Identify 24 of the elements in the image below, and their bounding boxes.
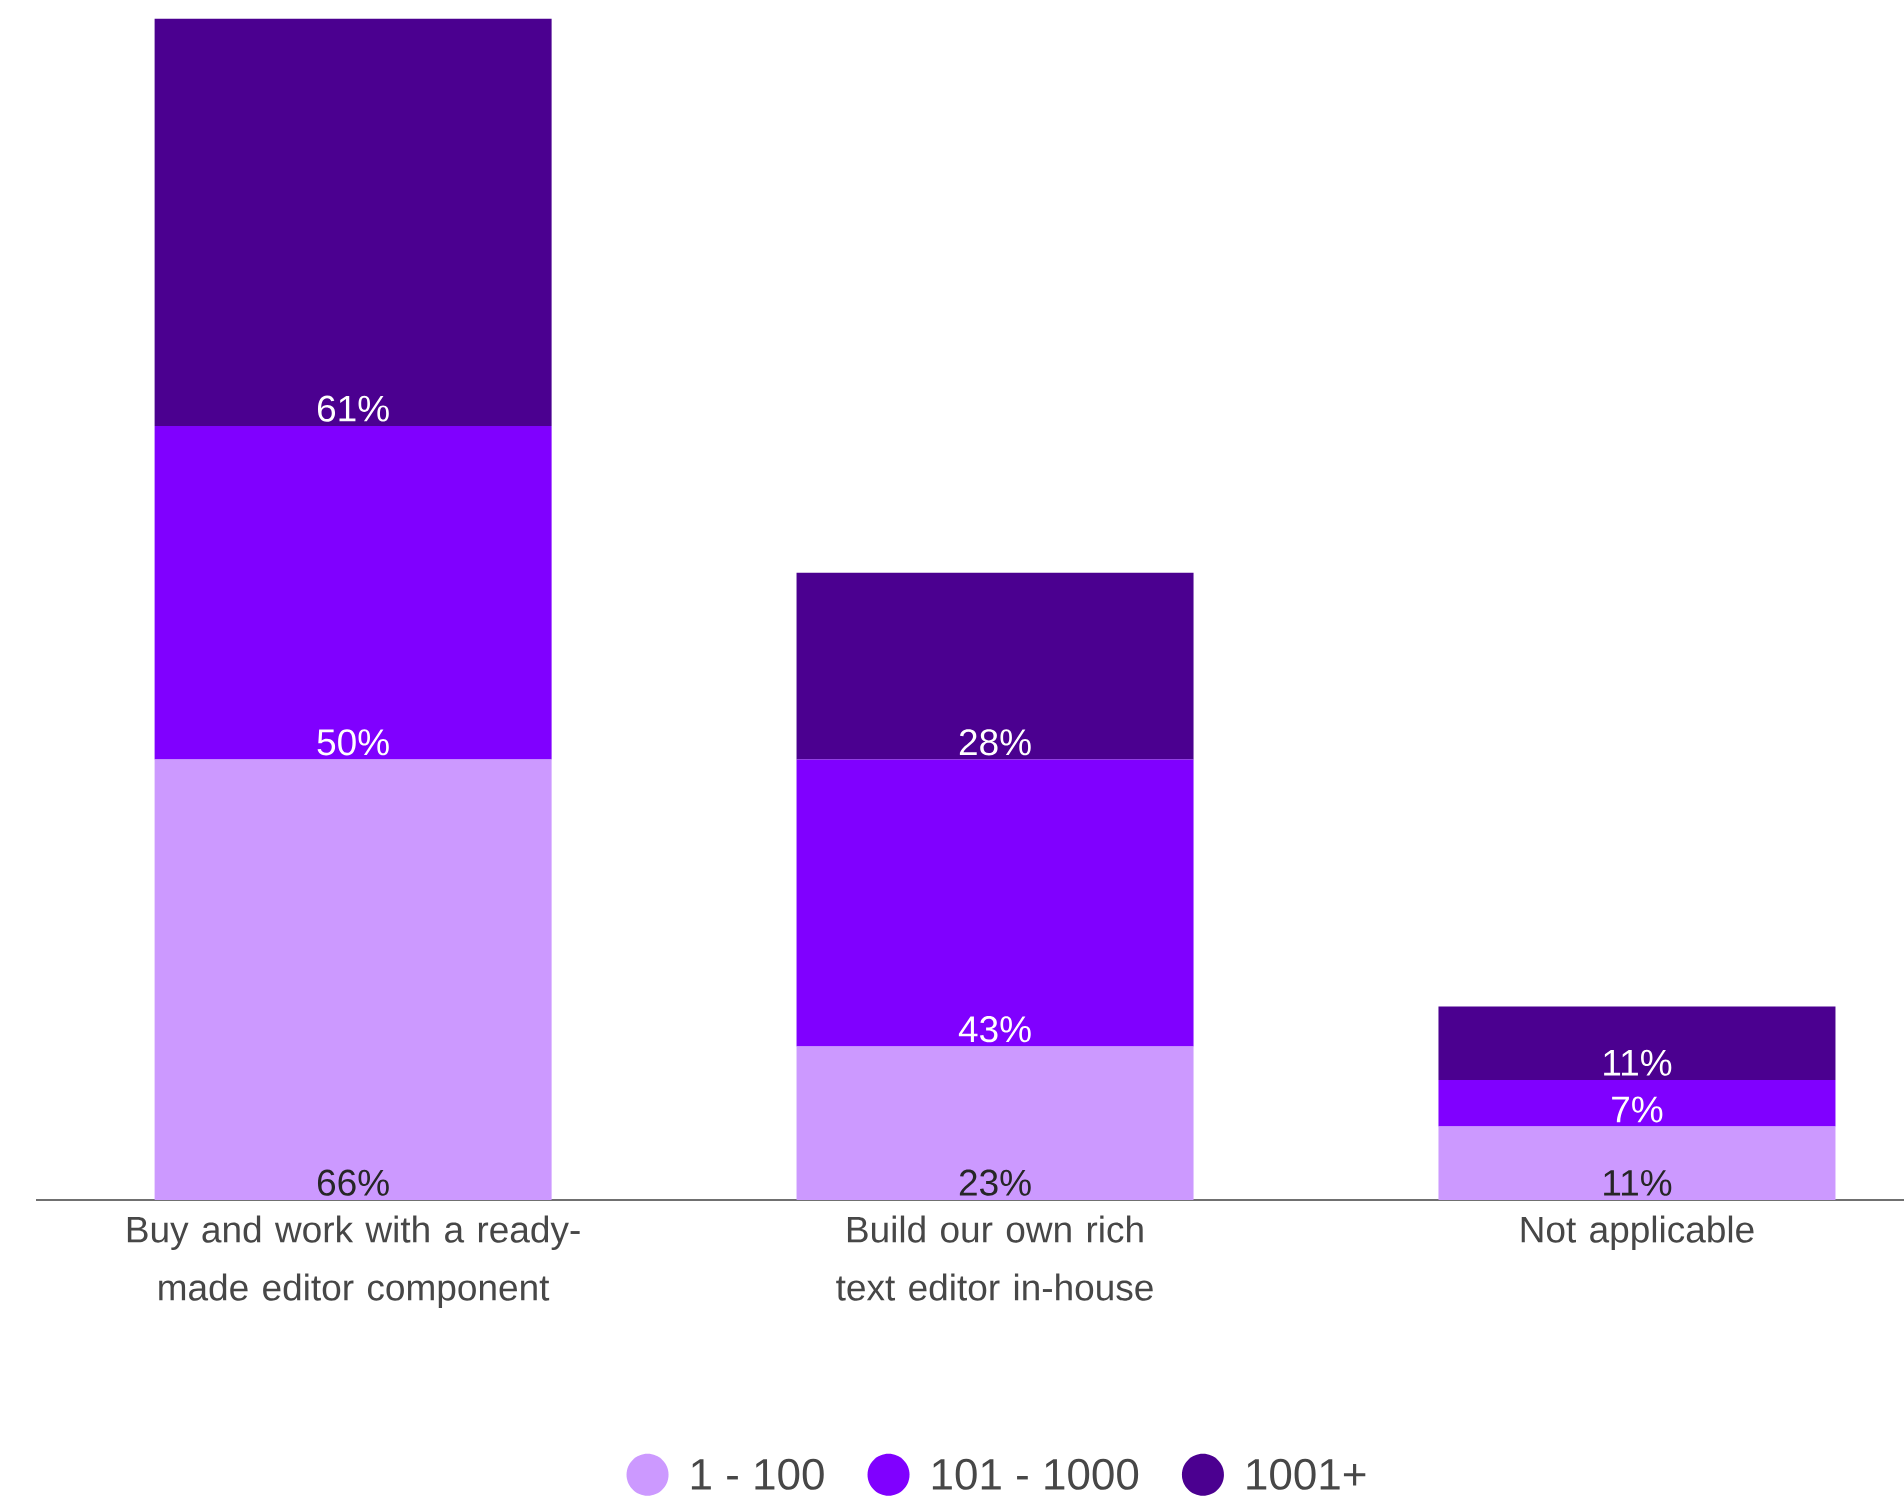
legend-label: 101 - 1000	[932, 1458, 1139, 1490]
data-label: 11%	[1604, 1169, 1672, 1196]
legend-label: 1001+	[1247, 1458, 1366, 1490]
data-label: 23%	[959, 1169, 1031, 1196]
data-label: 11%	[1604, 1049, 1672, 1076]
data-label: 43%	[958, 1016, 1031, 1043]
data-label: 50%	[317, 729, 389, 756]
data-label: 7%	[1612, 1096, 1663, 1123]
data-label: 66%	[317, 1169, 389, 1196]
bar	[796, 759, 1194, 1047]
data-label: 28%	[959, 729, 1031, 756]
bar	[154, 759, 552, 1200]
x-tick-label: Build our own rich text editor in-house	[836, 1215, 1153, 1301]
bar	[1438, 1006, 1836, 1080]
bar	[154, 18, 552, 426]
data-label: 61%	[317, 395, 389, 422]
bar	[1438, 1079, 1836, 1127]
x-tick-label: Buy and work with a ready-made editor component	[127, 1215, 580, 1309]
bar	[796, 572, 1194, 760]
x-tick-label: Not applicable	[1521, 1215, 1754, 1251]
bar	[154, 425, 552, 760]
legend-label: 1 - 100	[691, 1458, 824, 1490]
bar	[796, 1046, 1194, 1200]
bar	[1438, 1126, 1836, 1200]
